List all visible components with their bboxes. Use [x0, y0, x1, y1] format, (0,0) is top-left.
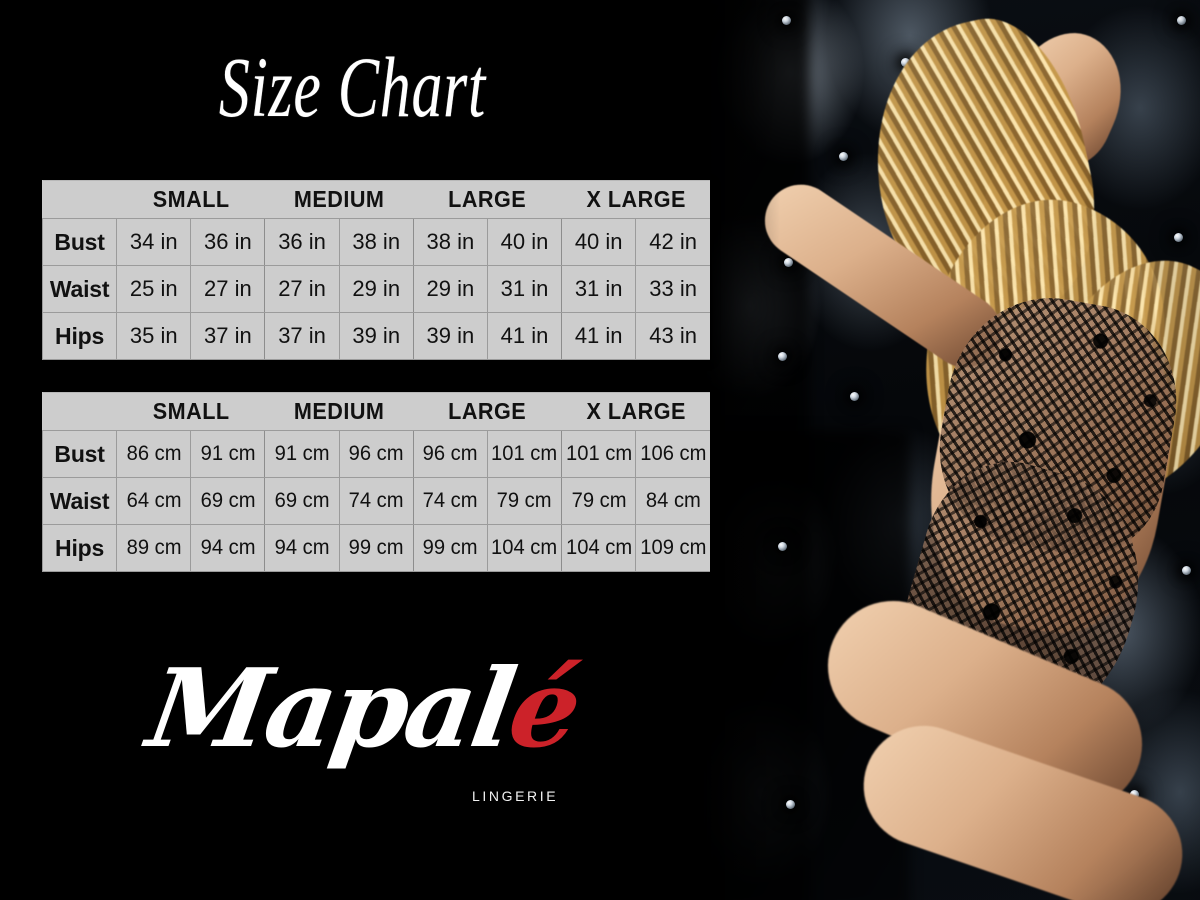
size-table-inches-body: Bust 34 in 36 in 36 in 38 in 38 in 40 in…	[41, 218, 710, 360]
size-table-centimeters-body: Bust 86 cm 91 cm 91 cm 96 cm 96 cm 101 c…	[41, 430, 711, 572]
header-medium: MEDIUM	[269, 392, 409, 431]
table-row: Hips 89 cm 94 cm 94 cm 99 cm 99 cm 104 c…	[41, 524, 711, 572]
cell-bust-small-max: 91 cm	[191, 430, 264, 478]
cell-waist-small-min: 64 cm	[117, 477, 190, 525]
table-row: Bust 86 cm 91 cm 91 cm 96 cm 96 cm 101 c…	[41, 430, 711, 478]
row-label-hips: Hips	[41, 312, 118, 360]
header-small: SMALL	[121, 392, 261, 431]
cell-waist-small-min: 25 in	[116, 265, 192, 313]
cell-waist-large-max: 31 in	[486, 265, 562, 313]
table-header-row: SMALL MEDIUM LARGE X LARGE	[43, 180, 711, 219]
cell-bust-xlarge-min: 101 cm	[562, 430, 635, 478]
cell-bust-xlarge-max: 42 in	[635, 218, 710, 266]
cell-bust-medium-max: 96 cm	[340, 430, 412, 478]
brand-name-main: Mapal	[140, 646, 522, 772]
header-large: LARGE	[417, 180, 558, 219]
cell-hips-large-min: 39 in	[412, 312, 488, 360]
cell-hips-small-max: 37 in	[190, 312, 265, 360]
table-header-row: SMALL MEDIUM LARGE X LARGE	[43, 392, 711, 431]
size-table-centimeters: SMALL MEDIUM LARGE X LARGE Bust 86 cm 91…	[41, 392, 711, 572]
cell-waist-xlarge-max: 33 in	[635, 265, 710, 313]
brand-wordmark: Mapalé	[140, 646, 587, 772]
cell-waist-large-max: 79 cm	[488, 477, 561, 525]
table-row: Waist 25 in 27 in 27 in 29 in 29 in 31 i…	[41, 265, 710, 313]
row-label-bust: Bust	[41, 218, 118, 266]
table-row: Bust 34 in 36 in 36 in 38 in 38 in 40 in…	[41, 218, 710, 266]
cell-bust-small-min: 34 in	[116, 218, 192, 266]
cell-hips-large-max: 41 in	[486, 312, 562, 360]
cell-bust-large-max: 101 cm	[488, 430, 561, 478]
cell-hips-xlarge-min: 104 cm	[562, 524, 635, 572]
cell-bust-medium-min: 36 in	[264, 218, 340, 266]
cell-waist-small-max: 27 in	[190, 265, 265, 313]
row-label-hips: Hips	[41, 524, 118, 572]
size-table-centimeters-head: SMALL MEDIUM LARGE X LARGE	[43, 392, 711, 431]
cell-bust-xlarge-min: 40 in	[561, 218, 637, 266]
cell-hips-xlarge-min: 41 in	[561, 312, 637, 360]
cell-waist-small-max: 69 cm	[191, 477, 264, 525]
cell-hips-medium-max: 39 in	[338, 312, 414, 360]
header-x-large: X LARGE	[566, 180, 706, 219]
cell-bust-xlarge-max: 106 cm	[636, 430, 709, 478]
cell-waist-medium-min: 27 in	[264, 265, 340, 313]
cell-hips-medium-min: 94 cm	[265, 524, 339, 572]
cell-waist-medium-max: 74 cm	[340, 477, 412, 525]
cell-bust-medium-max: 38 in	[338, 218, 414, 266]
brand-tagline: LINGERIE	[472, 788, 559, 804]
row-label-waist: Waist	[41, 265, 118, 313]
cell-waist-xlarge-min: 79 cm	[562, 477, 635, 525]
row-label-waist: Waist	[41, 477, 118, 525]
cell-waist-medium-max: 29 in	[338, 265, 414, 313]
cell-bust-small-max: 36 in	[190, 218, 265, 266]
cell-bust-medium-min: 91 cm	[265, 430, 339, 478]
header-large: LARGE	[417, 392, 558, 431]
size-table-inches: SMALL MEDIUM LARGE X LARGE Bust 34 in 36…	[41, 180, 711, 360]
cell-hips-small-min: 89 cm	[117, 524, 190, 572]
info-panel: Size Chart SMALL MEDIUM LARGE X LARGE Bu…	[41, 39, 710, 820]
cell-hips-large-min: 99 cm	[414, 524, 487, 572]
cell-hips-medium-min: 37 in	[264, 312, 340, 360]
cell-bust-large-min: 96 cm	[414, 430, 487, 478]
cell-waist-large-min: 74 cm	[414, 477, 487, 525]
size-table-inches-head: SMALL MEDIUM LARGE X LARGE	[43, 180, 711, 219]
cell-bust-large-min: 38 in	[412, 218, 488, 266]
cell-waist-xlarge-min: 31 in	[561, 265, 637, 313]
cell-waist-xlarge-max: 84 cm	[636, 477, 709, 525]
cell-bust-small-min: 86 cm	[117, 430, 190, 478]
cell-waist-medium-min: 69 cm	[265, 477, 339, 525]
header-blank	[44, 180, 115, 219]
table-row: Hips 35 in 37 in 37 in 39 in 39 in 41 in…	[41, 312, 710, 360]
cell-hips-small-min: 35 in	[116, 312, 192, 360]
cell-hips-small-max: 94 cm	[191, 524, 264, 572]
photo-vignette	[700, 0, 1200, 900]
brand-logo: Mapalé LINGERIE	[140, 646, 587, 820]
header-blank	[44, 392, 115, 431]
cell-bust-large-max: 40 in	[486, 218, 562, 266]
header-x-large: X LARGE	[566, 392, 706, 431]
table-row: Waist 64 cm 69 cm 69 cm 74 cm 74 cm 79 c…	[41, 477, 711, 525]
cell-hips-xlarge-max: 109 cm	[636, 524, 709, 572]
header-small: SMALL	[121, 180, 261, 219]
row-label-bust: Bust	[41, 430, 118, 478]
cell-hips-large-max: 104 cm	[488, 524, 561, 572]
cell-hips-medium-max: 99 cm	[340, 524, 412, 572]
page-title: Size Chart	[218, 39, 486, 135]
cell-hips-xlarge-max: 43 in	[635, 312, 710, 360]
product-photo	[700, 0, 1200, 900]
cell-waist-large-min: 29 in	[412, 265, 488, 313]
header-medium: MEDIUM	[269, 180, 409, 219]
